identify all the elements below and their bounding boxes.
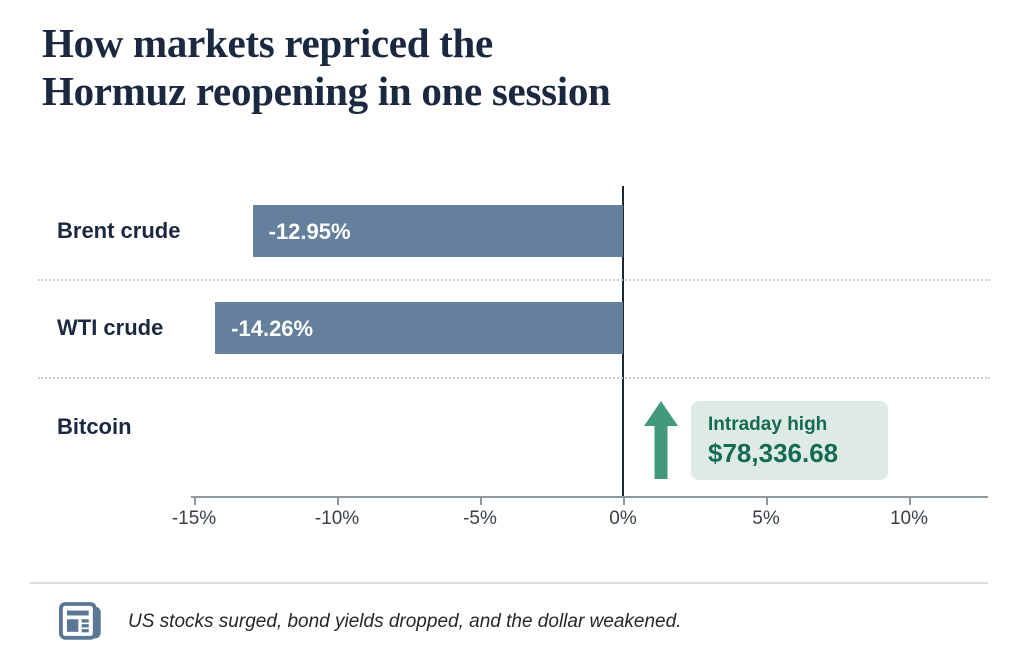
footer-divider (30, 582, 988, 584)
row-label-brent-crude: Brent crude (57, 218, 181, 243)
x-axis-tick-label: 0% (609, 508, 637, 529)
chart-title-line2: Hormuz reopening in one session (42, 67, 611, 114)
x-axis-tick (194, 496, 196, 505)
bar-value-wti-crude: -14.26% (231, 316, 314, 341)
x-axis-tick (909, 496, 911, 505)
zero-axis-line (622, 186, 624, 497)
x-axis-tick-label: 5% (752, 508, 780, 529)
intraday-high-badge: Intraday high $78,336.68 (691, 401, 888, 480)
row-label-wti-crude: WTI crude (57, 315, 164, 340)
badge-label: Intraday high (708, 414, 828, 435)
x-axis-tick-label: 10% (889, 508, 929, 529)
x-axis-tick-label: -5% (463, 508, 497, 529)
row-label-bitcoin: Bitcoin (57, 414, 132, 439)
x-axis-tick-label: -15% (171, 508, 217, 529)
badge-value: $78,336.68 (708, 438, 839, 468)
x-axis-tick (480, 496, 482, 505)
up-arrow-icon (644, 401, 678, 484)
x-axis-tick (766, 496, 768, 505)
row-separator (38, 279, 990, 281)
footer-note: US stocks surged, bond yields dropped, a… (128, 611, 682, 632)
x-axis-tick (337, 496, 339, 505)
bar-wti-crude: -14.26% (215, 302, 623, 354)
x-axis-tick (623, 496, 625, 505)
bar-value-brent-crude: -12.95% (268, 219, 351, 244)
bar-brent-crude: -12.95% (252, 205, 623, 257)
chart-title: How markets repriced the Hormuz reopenin… (42, 20, 611, 116)
newspaper-icon (56, 599, 104, 650)
row-separator (38, 377, 990, 379)
chart-title-line1: How markets repriced the (42, 20, 493, 66)
x-axis-baseline (191, 496, 988, 498)
x-axis-tick-label: -10% (314, 508, 360, 529)
